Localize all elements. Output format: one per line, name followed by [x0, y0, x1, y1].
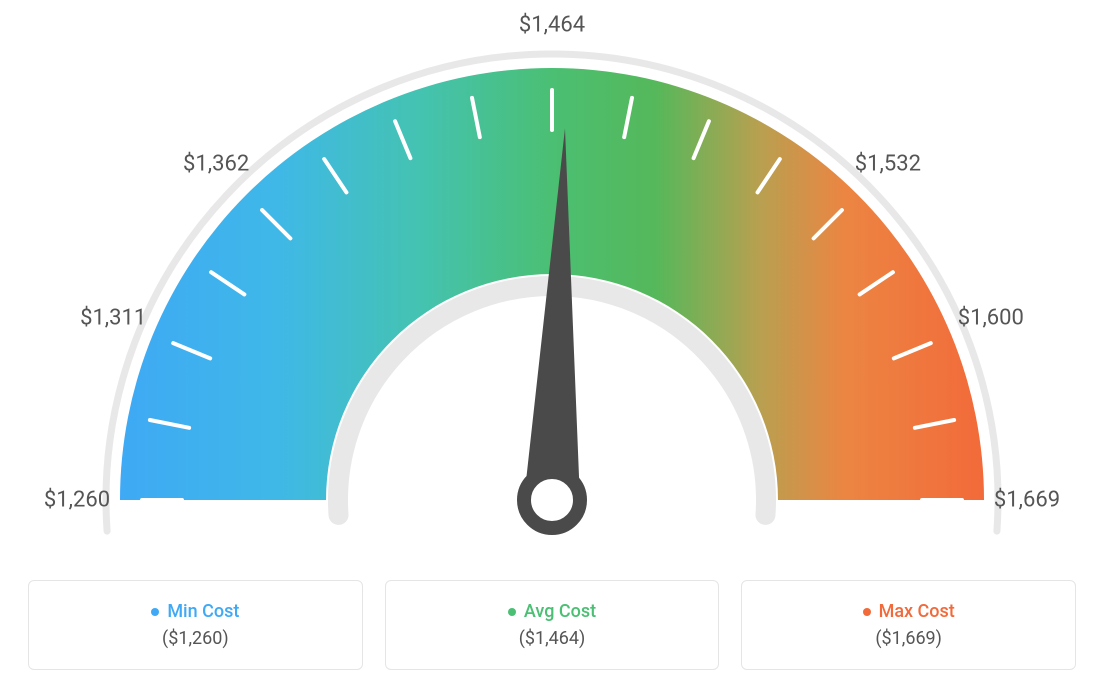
- gauge-tick-label: $1,600: [958, 306, 1024, 331]
- legend-row: Min Cost ($1,260) Avg Cost ($1,464) Max …: [0, 570, 1104, 690]
- legend-title-min: Min Cost: [151, 601, 239, 622]
- legend-title-avg: Avg Cost: [508, 601, 596, 622]
- gauge-svg: [0, 0, 1104, 560]
- gauge-tick-label: $1,464: [519, 13, 585, 38]
- legend-card-max: Max Cost ($1,669): [741, 580, 1076, 670]
- legend-card-avg: Avg Cost ($1,464): [385, 580, 720, 670]
- legend-card-min: Min Cost ($1,260): [28, 580, 363, 670]
- legend-label-avg: Avg Cost: [524, 601, 596, 622]
- legend-dot-min: [151, 608, 159, 616]
- legend-title-max: Max Cost: [863, 601, 955, 622]
- gauge-chart: $1,260 $1,311 $1,362 $1,464 $1,532 $1,600 $1,6…: [0, 0, 1104, 560]
- legend-label-max: Max Cost: [879, 601, 955, 622]
- gauge-tick-label: $1,532: [855, 152, 921, 177]
- legend-value-min: ($1,260): [162, 628, 229, 649]
- legend-value-max: ($1,669): [875, 628, 942, 649]
- gauge-tick-label: $1,362: [183, 152, 249, 177]
- legend-dot-max: [863, 608, 871, 616]
- legend-dot-avg: [508, 608, 516, 616]
- legend-label-min: Min Cost: [167, 601, 239, 622]
- gauge-tick-label: $1,311: [80, 306, 146, 331]
- gauge-tick-label: $1,260: [44, 488, 110, 513]
- gauge-tick-label: $1,669: [994, 488, 1060, 513]
- legend-value-avg: ($1,464): [519, 628, 586, 649]
